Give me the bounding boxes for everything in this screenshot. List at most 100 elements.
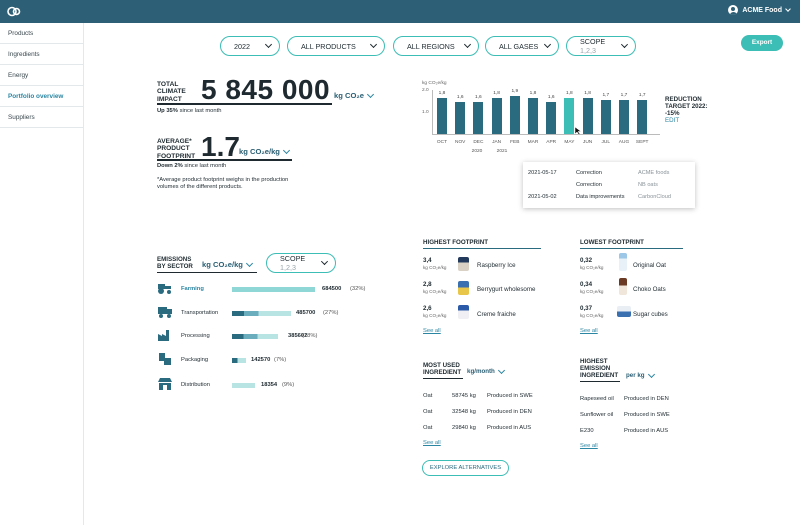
chart-value-label: 1,9	[511, 89, 519, 94]
sector-name: Packaging	[181, 357, 209, 363]
total-change-text: since last month	[177, 108, 222, 114]
most-used-see-all-link[interactable]: See all	[423, 440, 441, 446]
average-underline	[157, 159, 292, 161]
sector-name: Farming	[181, 286, 204, 292]
yogurt-icon	[458, 281, 469, 295]
sector-percent: (7%)	[274, 357, 287, 363]
sidebar-item-energy[interactable]: Energy	[0, 65, 83, 86]
scope-filter[interactable]: SCOPE 1,2,3	[566, 36, 636, 56]
most-used-title: MOST USED INGREDIENT	[423, 362, 461, 376]
scope-value: 1,2,3	[580, 46, 596, 55]
footprint-value: 2,8	[423, 281, 432, 288]
average-unit-selector[interactable]: kg CO₂e/kg	[239, 146, 290, 156]
sector-unit-selector[interactable]: kg CO₂e/kg	[202, 259, 253, 269]
chart-month-label: MAY	[564, 140, 575, 145]
average-footprint-label: AVERAGE* PRODUCT FOOTPRINT	[157, 138, 195, 160]
chart-bar[interactable]	[509, 96, 520, 134]
chart-bar[interactable]	[619, 100, 629, 134]
chart-bar[interactable]	[600, 100, 611, 134]
total-unit: kg CO₂e	[334, 91, 364, 100]
ingredient-name: Oat	[423, 409, 433, 415]
chart-value-label: 1,8	[529, 91, 537, 96]
total-change: Up 35% since last month	[157, 108, 221, 114]
chart-value-label: 1,8	[438, 91, 446, 96]
chevron-down-icon	[463, 40, 472, 49]
product-name: Sugar cubes	[633, 311, 668, 318]
average-label-line-1: AVERAGE*	[157, 138, 192, 145]
total-label-line-2: CLIMATE	[157, 88, 186, 96]
sector-underline	[157, 272, 257, 273]
ice-cream-icon	[458, 257, 469, 271]
cursor-icon	[574, 126, 582, 136]
average-change-text: since last month	[182, 163, 227, 169]
products-filter-value: ALL PRODUCTS	[301, 41, 356, 51]
highest-emission-see-all-link[interactable]: See all	[580, 443, 598, 449]
ingredient-name: E230	[580, 428, 594, 434]
highest-emission-unit-selector[interactable]: per kg	[626, 370, 655, 379]
ingredient-origin: Produced in DEN	[487, 409, 532, 415]
chevron-down-icon	[366, 90, 375, 98]
sector-scope-prefix: SCOPE	[280, 254, 306, 263]
most-used-title-2: INGREDIENT	[423, 369, 462, 376]
chart-bar[interactable]	[473, 102, 484, 134]
chart-value-label: 1,6	[456, 95, 464, 100]
chart-bar[interactable]	[455, 102, 466, 134]
chart-year-label: 2020	[471, 149, 483, 154]
chart-tooltip: 2021-05-17 Correction ACME foods Correct…	[523, 162, 695, 208]
chevron-down-icon	[621, 40, 629, 49]
chevron-down-icon	[647, 370, 655, 378]
highest-emission-title-2: EMISSION	[580, 365, 611, 372]
app-logo-icon[interactable]	[7, 5, 21, 18]
user-menu[interactable]: ACME Food	[728, 5, 791, 15]
sector-unit: kg CO₂e/kg	[202, 260, 243, 269]
chart-bar[interactable]	[582, 98, 593, 134]
most-used-unit-selector[interactable]: kg/month	[467, 366, 505, 375]
chart-bar[interactable]	[528, 98, 538, 134]
chart-bar[interactable]	[437, 98, 447, 134]
sidebar-item-products[interactable]: Products	[0, 23, 83, 44]
chart-bar[interactable]	[491, 98, 502, 134]
package-icon	[159, 353, 171, 365]
explore-alternatives-button[interactable]: EXPLORE ALTERNATIVES	[422, 460, 509, 476]
highest-emission-unit: per kg	[626, 372, 645, 379]
chart-month-label: OCT	[436, 140, 448, 145]
sector-value: 142570	[251, 357, 271, 363]
chart-year-label: 2021	[496, 149, 508, 154]
average-footprint-value: 1.7	[201, 131, 240, 162]
total-unit-selector[interactable]: kg CO₂e	[334, 90, 375, 100]
reduction-edit-link[interactable]: EDIT	[665, 117, 680, 124]
export-button[interactable]: Export	[741, 35, 783, 51]
lowest-footprint-see-all-link[interactable]: See all	[580, 328, 598, 334]
chart-bar[interactable]	[546, 102, 557, 134]
sector-scope-filter[interactable]: SCOPE 1,2,3	[266, 253, 336, 273]
gases-filter[interactable]: ALL GASES	[485, 36, 559, 56]
sector-label-2: BY SECTOR	[157, 263, 193, 270]
sidebar-item-portfolio-overview[interactable]: Portfolio overview	[0, 86, 83, 107]
ingredient-amount: 29840 kg	[452, 425, 476, 431]
chart-value-label: 1,6	[475, 95, 482, 100]
chart-value-label: 1,7	[620, 93, 628, 98]
most-used-unit: kg/month	[467, 368, 495, 375]
tooltip-type: Correction	[576, 170, 602, 176]
sector-bar	[232, 287, 315, 292]
chevron-down-icon	[785, 5, 791, 12]
footprint-unit: kg CO₂e/kg	[580, 313, 604, 318]
chart-bar[interactable]	[564, 98, 575, 134]
sector-percent: (9%)	[282, 382, 295, 388]
highest-emission-title-3: INGREDIENT	[580, 372, 619, 379]
regions-filter-value: ALL REGIONS	[407, 41, 455, 51]
highest-footprint-see-all-link[interactable]: See all	[423, 328, 441, 334]
sector-percent: (18%)	[302, 333, 318, 339]
sidebar-item-ingredients[interactable]: Ingredients	[0, 44, 83, 65]
sidebar-item-suppliers[interactable]: Suppliers	[0, 107, 83, 128]
highest-emission-title: HIGHEST EMISSION INGREDIENT	[580, 358, 618, 379]
chevron-down-icon	[321, 257, 329, 266]
tooltip-source: ACME foods	[638, 170, 670, 176]
year-filter[interactable]: 2022	[220, 36, 280, 56]
chart-bar[interactable]	[637, 100, 648, 134]
sector-value: 684500	[322, 286, 342, 292]
sector-value: 485700	[296, 310, 316, 316]
regions-filter[interactable]: ALL REGIONS	[393, 36, 479, 56]
products-filter[interactable]: ALL PRODUCTS	[287, 36, 385, 56]
footprint-value: 3,4	[423, 257, 432, 264]
